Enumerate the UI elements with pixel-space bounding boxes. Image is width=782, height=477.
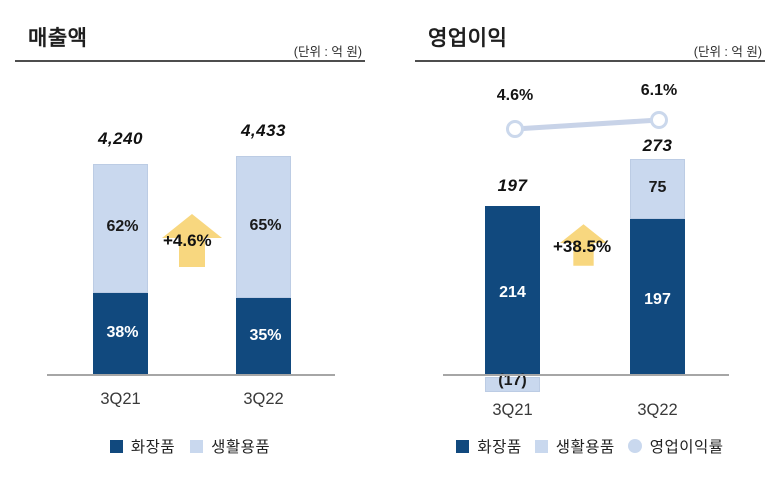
profit-household-value-3q22: 75 [648, 179, 667, 196]
revenue-total-3q21: 4,240 [97, 129, 144, 148]
revenue-household-share-3q21: 62% [106, 218, 139, 235]
revenue-bar-3q22-cosmetics-segment [236, 298, 291, 375]
margin-rate-3q21: 4.6% [496, 87, 534, 104]
margin-point-3q21-icon [506, 120, 524, 138]
legend-label-margin-rate: 영업이익률 [649, 439, 724, 456]
cosmetics-swatch-icon [456, 439, 470, 453]
margin-rate-3q22: 6.1% [640, 82, 678, 99]
profit-total-3q21: 197 [497, 176, 528, 195]
profit-bar-3q22-cosmetics-segment [630, 219, 685, 375]
revenue-chart-panel: 매출액 (단위 : 억 원) 4,240 62% 38% 4,433 65% 3… [15, 0, 365, 477]
profit-cosmetics-value-3q22: 197 [644, 291, 671, 308]
profit-margin-line-chart [506, 111, 668, 138]
revenue-growth-annotation: +4.6% [163, 231, 212, 250]
profit-legend: 화장품 생활용품 영업이익률 [415, 435, 765, 457]
profit-growth-annotation: +38.5% [553, 237, 612, 256]
profit-bar-3q22-household-segment [630, 159, 685, 219]
revenue-cosmetics-share-3q22: 35% [249, 327, 282, 344]
operating-profit-chart-panel: 영업이익 (단위 : 억 원) 4.6% 6.1% 197 214 (17) 2… [415, 0, 765, 477]
profit-category-3q21: 3Q21 [492, 401, 533, 419]
legend-label-cosmetics: 화장품 [477, 439, 522, 456]
revenue-bar-3q22-household-segment [236, 156, 291, 298]
legend-label-household: 생활용품 [211, 439, 271, 456]
legend-item-cosmetics: 화장품 [109, 435, 176, 457]
margin-point-3q22-icon [650, 111, 668, 129]
legend-item-household: 생활용품 [534, 435, 615, 457]
profit-chart-title: 영업이익 [428, 27, 508, 50]
cosmetics-swatch-icon [109, 439, 123, 453]
revenue-cosmetics-share-3q21: 38% [106, 324, 139, 341]
profit-cosmetics-value-3q21: 214 [499, 284, 526, 301]
profit-growth-up-arrow-icon [560, 224, 607, 266]
legend-label-cosmetics: 화장품 [130, 439, 176, 456]
revenue-category-3q22: 3Q22 [243, 390, 284, 408]
profit-unit-label: (단위 : 억 원) [693, 45, 762, 59]
profit-x-axis [443, 374, 729, 376]
profit-bar-3q21-household-negative-segment [485, 377, 540, 392]
legend-item-cosmetics: 화장품 [456, 435, 521, 457]
revenue-chart-title: 매출액 [28, 27, 88, 50]
revenue-growth-up-arrow-icon [162, 214, 222, 267]
household-swatch-icon [534, 439, 548, 453]
revenue-bar-3q21-household-segment [93, 164, 148, 293]
profit-title-underline [415, 60, 765, 62]
profit-bar-3q21-cosmetics-segment [485, 206, 540, 375]
profit-category-3q22: 3Q22 [637, 401, 678, 419]
revenue-title-underline [15, 60, 365, 62]
household-swatch-icon [190, 439, 204, 453]
legend-label-household: 생활용품 [555, 439, 615, 456]
revenue-unit-label: (단위 : 억 원) [293, 45, 362, 59]
revenue-total-3q22: 4,433 [240, 121, 287, 140]
legend-item-margin-rate: 영업이익률 [627, 435, 724, 457]
revenue-household-share-3q22: 65% [249, 217, 282, 234]
revenue-x-axis [47, 374, 335, 376]
revenue-category-3q21: 3Q21 [100, 390, 141, 408]
profit-household-value-3q21: (17) [498, 372, 527, 389]
legend-item-household: 생활용품 [190, 435, 270, 457]
revenue-legend: 화장품 생활용품 [15, 435, 365, 457]
margin-rate-dot-icon [627, 439, 642, 453]
profit-total-3q22: 273 [642, 136, 673, 155]
revenue-bar-3q21-cosmetics-segment [93, 293, 148, 375]
